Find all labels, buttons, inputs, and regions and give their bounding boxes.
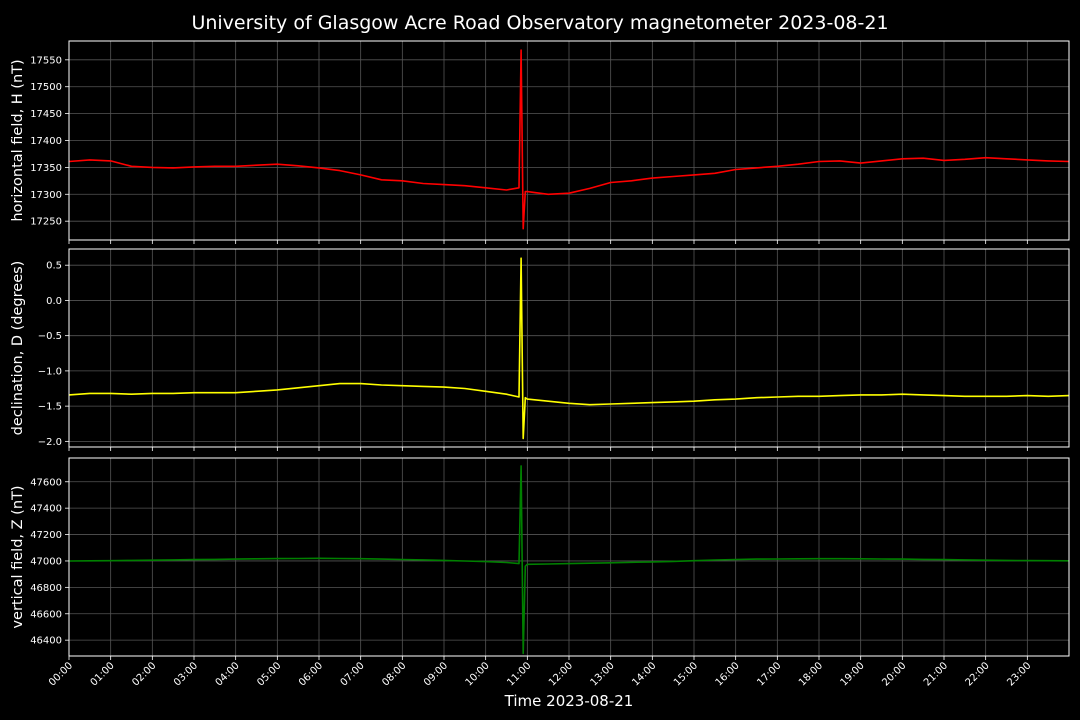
y-tick-label: 47000 bbox=[30, 556, 62, 567]
plot-frame-d bbox=[68, 248, 1070, 448]
x-axis-label: Time 2023-08-21 bbox=[504, 692, 634, 710]
plot-frame-z bbox=[68, 457, 1070, 657]
y-tick-label: 17350 bbox=[30, 163, 62, 174]
y-tick-label: −2.0 bbox=[38, 437, 62, 448]
y-tick-label: 46800 bbox=[30, 583, 62, 594]
y-tick-label: 46400 bbox=[30, 636, 62, 647]
y-tick-label: 46600 bbox=[30, 609, 62, 620]
y-tick-label: 47200 bbox=[30, 530, 62, 541]
y-tick-label: 17400 bbox=[30, 136, 62, 147]
panel-d: −2.0 −1.5 −1.0 −0.5 0.0 0.5 declination, D (de… bbox=[10, 248, 1070, 451]
plot-frame-h bbox=[68, 40, 1070, 241]
y-tick-label: 17300 bbox=[30, 190, 62, 201]
y-tick-label: 0.5 bbox=[46, 261, 62, 272]
panel-h: 17250 17300 17350 17400 17450 17500 17550 horiz… bbox=[10, 40, 1070, 244]
y-axis-label-d: declination, D (degrees) bbox=[10, 261, 26, 436]
y-tick-label: −1.5 bbox=[38, 402, 62, 413]
y-tick-label: 47400 bbox=[30, 504, 62, 515]
series-line-z bbox=[68, 465, 1070, 655]
y-tick-label: −1.0 bbox=[38, 366, 62, 377]
y-axis-label-h: horizontal field, H (nT) bbox=[10, 59, 26, 221]
y-tick-label: 17250 bbox=[30, 217, 62, 228]
panel-z: 46400 46600 46800 47000 47200 47400 47600 verti… bbox=[10, 457, 1070, 660]
series-line-d bbox=[68, 257, 1070, 440]
chart-panels: 17250 17300 17350 17400 17450 17500 17550 horiz… bbox=[10, 40, 1070, 660]
y-tick-label: 0.0 bbox=[46, 296, 62, 307]
series-line-h bbox=[68, 49, 1070, 230]
y-axis-label-z: vertical field, Z (nT) bbox=[10, 485, 26, 628]
chart-title: University of Glasgow Acre Road Observat… bbox=[191, 12, 888, 34]
y-tick-label: 17450 bbox=[30, 109, 62, 120]
y-tick-label: 17500 bbox=[30, 82, 62, 93]
y-tick-label: 47600 bbox=[30, 477, 62, 488]
y-tick-label: 17550 bbox=[30, 55, 62, 66]
y-tick-label: −0.5 bbox=[38, 331, 62, 342]
